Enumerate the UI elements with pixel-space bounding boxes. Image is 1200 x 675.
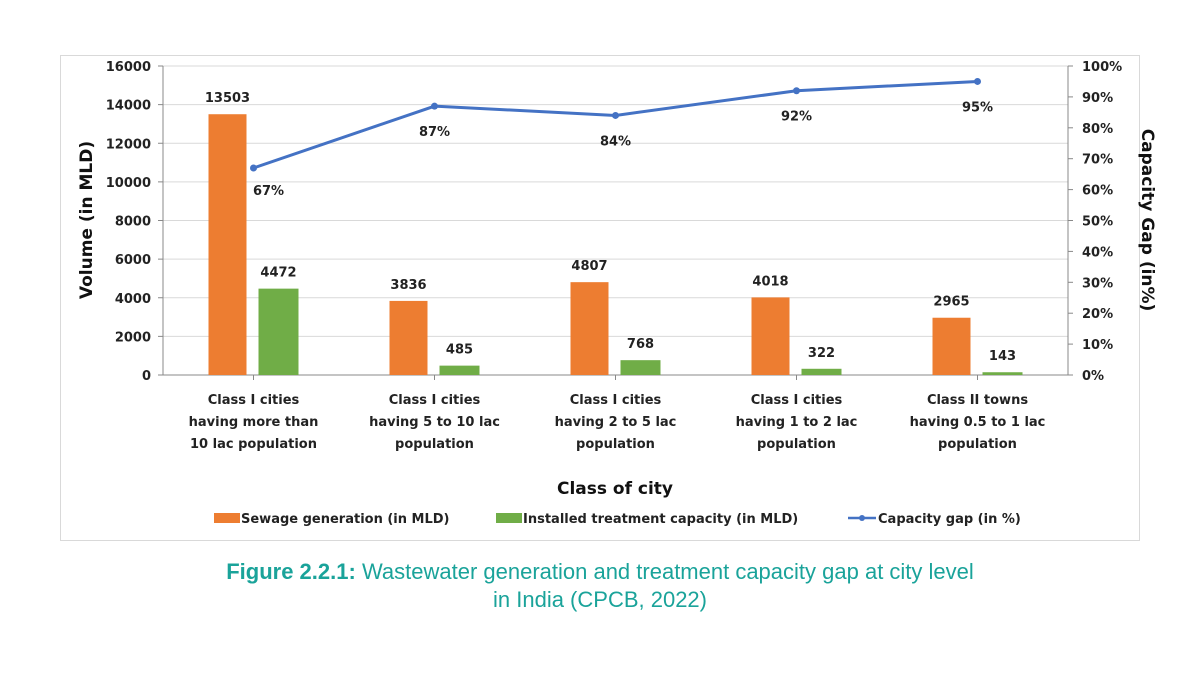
point-capacity-gap [793, 87, 800, 95]
data-label-capacity: 4472 [260, 266, 296, 281]
x-tick-label: Class II towns [927, 393, 1028, 408]
data-label-gap: 95% [962, 100, 993, 115]
bar-sewage [751, 297, 790, 375]
data-label-gap: 92% [781, 110, 812, 125]
legend-swatch-sewage [214, 513, 240, 523]
y2-axis-title: Capacity Gap (in%) [1137, 129, 1157, 312]
y2-tick-label: 60% [1082, 184, 1113, 199]
y-tick-label: 6000 [115, 253, 151, 268]
data-label-gap: 84% [600, 134, 631, 149]
x-tick-label: population [576, 437, 655, 452]
x-tick-label: Class I cities [570, 393, 662, 408]
y2-tick-label: 80% [1082, 122, 1113, 137]
y2-tick-label: 90% [1082, 91, 1113, 106]
line-capacity-gap [253, 79, 978, 170]
y-tick-label: 2000 [115, 330, 151, 345]
point-capacity-gap [250, 164, 257, 172]
y-tick-label: 10000 [106, 176, 151, 191]
data-label-sewage: 4018 [752, 274, 788, 289]
data-label-capacity: 322 [808, 346, 835, 361]
x-tick-label: having 5 to 10 lac [369, 415, 500, 430]
y-tick-label: 12000 [106, 137, 151, 152]
x-axis-title: Class of city [557, 479, 673, 499]
y-tick-label: 14000 [106, 99, 151, 114]
caption-text-2: in India (CPCB, 2022) [493, 587, 707, 612]
y2-tick-label: 70% [1082, 153, 1113, 168]
figure-caption: Figure 2.2.1: Wastewater generation and … [0, 558, 1200, 614]
legend-marker-gap [859, 515, 865, 521]
point-capacity-gap [431, 102, 438, 110]
legend-swatch-capacity [496, 513, 522, 523]
x-tick-label: population [938, 437, 1017, 452]
y2-tick-label: 40% [1082, 245, 1113, 260]
x-tick-label: population [395, 437, 474, 452]
combo-chart: 0 2000 4000 6000 8000 10000 12000 14000 16000 0% 1… [77, 60, 1157, 527]
x-tick-label: having 1 to 2 lac [736, 415, 858, 430]
data-label-sewage: 3836 [390, 278, 426, 293]
bar-capacity [439, 365, 480, 375]
x-tick-label: 10 lac population [190, 437, 317, 452]
bar-capacity [982, 372, 1023, 375]
data-label-capacity: 143 [989, 349, 1016, 364]
y2-tick-label: 50% [1082, 215, 1113, 230]
caption-label: Figure 2.2.1: [226, 559, 356, 584]
point-capacity-gap [974, 77, 981, 85]
data-label-capacity: 485 [446, 343, 473, 358]
x-tick-label: having more than [189, 415, 319, 430]
y-tick-label: 16000 [106, 60, 151, 75]
y2-tick-label: 0% [1082, 369, 1104, 384]
x-tick-label: having 2 to 5 lac [555, 415, 677, 430]
x-tick-label: population [757, 437, 836, 452]
caption-text: Wastewater generation and treatment capa… [361, 559, 974, 584]
x-tick-label: Class I cities [208, 393, 300, 408]
data-label-capacity: 768 [627, 337, 654, 352]
bar-sewage [932, 317, 971, 375]
legend-label-gap: Capacity gap (in %) [878, 512, 1021, 527]
data-label-gap: 67% [253, 184, 284, 199]
y2-tick-label: 10% [1082, 338, 1113, 353]
x-tick-label: Class I cities [751, 393, 843, 408]
y2-tick-label: 20% [1082, 307, 1113, 322]
x-tick-label: having 0.5 to 1 lac [910, 415, 1046, 430]
bar-capacity [801, 368, 842, 375]
y2-tick-label: 30% [1082, 276, 1113, 291]
y-tick-label: 0 [142, 369, 151, 384]
data-label-sewage: 2965 [933, 295, 969, 310]
legend-label-sewage: Sewage generation (in MLD) [241, 512, 450, 527]
data-label-gap: 87% [419, 125, 450, 140]
y-tick-label: 4000 [115, 292, 151, 307]
data-label-sewage: 13503 [205, 91, 250, 106]
y2-tick-label: 100% [1082, 60, 1122, 75]
bar-sewage [208, 114, 247, 375]
data-label-sewage: 4807 [571, 259, 607, 274]
point-capacity-gap [612, 111, 619, 119]
chart-frame [60, 55, 1140, 541]
legend-label-capacity: Installed treatment capacity (in MLD) [523, 512, 798, 527]
bar-sewage [389, 300, 428, 375]
bar-capacity [620, 360, 661, 375]
y-axis-title: Volume (in MLD) [77, 141, 97, 299]
bar-sewage [570, 282, 609, 375]
x-tick-label: Class I cities [389, 393, 481, 408]
bar-capacity [258, 288, 299, 375]
y-tick-label: 8000 [115, 215, 151, 230]
